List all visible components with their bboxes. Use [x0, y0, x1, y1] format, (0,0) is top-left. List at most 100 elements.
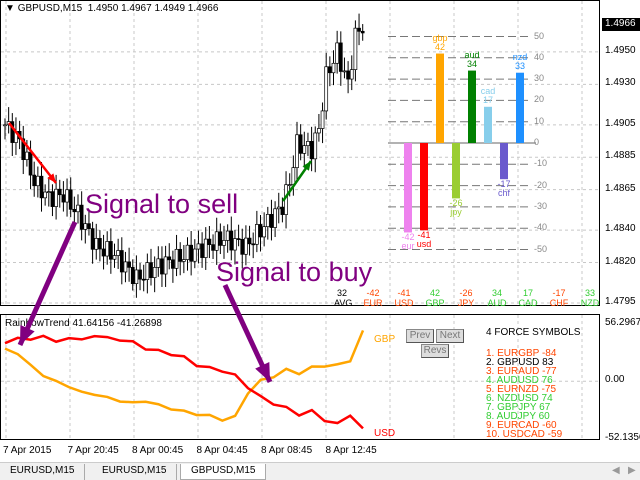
force-symbol-item[interactable]: 3. EURAUD -77 — [486, 366, 557, 377]
candle-body — [21, 138, 26, 160]
strength-axis-label: 40 — [534, 51, 545, 62]
strength-bar-label: nzd 33 — [512, 52, 528, 71]
summary-currency: EUR — [363, 298, 383, 308]
candle-body — [309, 141, 314, 160]
force-symbol-item[interactable]: 2. GBPUSD 83 — [486, 357, 554, 368]
summary-value: 42 — [429, 288, 440, 298]
price-chart[interactable]: ▼ GBPUSD,M15 1.4950 1.4967 1.4949 1.4966… — [0, 0, 601, 308]
candle-body — [229, 230, 234, 251]
candle-body — [295, 134, 299, 168]
candle-body — [255, 224, 259, 245]
indicator-pane[interactable]: RainbowTrend 41.64156 -41.26898 GBP USD … — [0, 314, 601, 441]
price-tick: 1.4930 — [605, 77, 636, 89]
force-symbol-item[interactable]: 10. USDCAD -59 — [486, 429, 563, 440]
chart-header: ▼ GBPUSD,M15 1.4950 1.4967 1.4949 1.4966 — [5, 3, 218, 14]
candle-body — [94, 238, 99, 250]
candle-body — [61, 194, 66, 203]
price-tick: 1.4905 — [605, 117, 636, 129]
prev-button[interactable]: Prev — [406, 329, 434, 343]
strength-bar-label: -41 usd — [416, 231, 432, 249]
bar-value: 42 — [434, 41, 445, 52]
force-symbol-item[interactable]: 4. AUDUSD 76 — [486, 375, 553, 386]
price-tick: 1.4885 — [605, 150, 636, 162]
force-symbol-item[interactable]: 1. EURGBP -84 — [486, 348, 557, 359]
summary-currency: JPY — [457, 298, 475, 308]
strength-bar-aud — [468, 70, 476, 143]
strength-axis-label: 30 — [534, 73, 545, 84]
candle-body — [68, 189, 73, 210]
force-symbol-item[interactable]: 6. NZDUSD 74 — [486, 393, 553, 404]
strength-axis-label: -30 — [534, 200, 548, 211]
gbp-strength-line — [4, 329, 365, 423]
candle-body — [83, 223, 88, 230]
candle-body — [72, 208, 77, 213]
candle-body — [262, 226, 266, 238]
force-symbol-item[interactable]: 9. EURCAD -60 — [486, 420, 557, 431]
candle-body — [25, 151, 29, 160]
force-title: 4 FORCE SYMBOLS — [486, 327, 581, 338]
next-button[interactable]: Next — [436, 329, 464, 343]
tab-eurusd-1[interactable]: EURUSD,M15 — [0, 464, 86, 480]
candle-body — [342, 70, 347, 73]
candle-body — [200, 243, 204, 258]
summary-currency: NZD — [580, 298, 600, 308]
strength-bar-usd — [420, 143, 428, 231]
strength-bar-label: gbp 42 — [432, 33, 448, 52]
candle-body — [349, 69, 354, 80]
candle-body — [189, 244, 193, 262]
sell-arrow-icon — [8, 122, 57, 184]
candle-body — [90, 228, 95, 250]
strength-bar-cad — [484, 106, 492, 143]
candle-body — [357, 27, 361, 32]
strength-axis-label: 20 — [534, 94, 545, 105]
bar-currency: usd — [416, 239, 432, 250]
gbp-line-label: GBP — [374, 334, 396, 345]
candle-body — [182, 259, 186, 262]
price-tick: 1.4795 — [605, 296, 636, 307]
candle-body — [203, 238, 208, 258]
scroll-left-icon[interactable]: ◀ — [612, 465, 620, 476]
candle-body — [360, 30, 365, 34]
time-label: 7 Apr 2015 — [3, 445, 52, 456]
avg-label: AVG. — [334, 298, 355, 308]
strength-bar-gbp — [436, 53, 444, 143]
candle-body — [171, 259, 175, 269]
candle-body — [28, 151, 33, 176]
ind-max-label: 56.29679 — [605, 317, 640, 328]
collapse-icon[interactable]: ▼ — [5, 3, 15, 14]
scroll-right-icon[interactable]: ▶ — [628, 465, 636, 476]
candle-body — [211, 244, 215, 251]
tab-gbpusd[interactable]: GBPUSD,M15 — [180, 464, 267, 480]
strength-axis-label: -20 — [534, 179, 548, 190]
candle-body — [244, 237, 248, 255]
candle-body — [324, 66, 329, 112]
candle-body — [160, 258, 164, 275]
summary-currency: CHF — [549, 298, 569, 308]
time-label: 8 Apr 12:45 — [325, 445, 377, 456]
candle-body — [265, 214, 270, 228]
time-label: 8 Apr 00:45 — [132, 445, 184, 456]
force-symbol-item[interactable]: 5. EURNZD -75 — [486, 384, 557, 395]
summary-value: 33 — [584, 288, 595, 298]
force-symbol-item[interactable]: 7. GBPJPY 67 — [486, 402, 551, 413]
candle-body — [273, 208, 277, 228]
chart-tabs: EURUSD,M15 EURUSD,M15 GBPUSD,M15 ◀ ▶ — [0, 462, 640, 480]
candle-body — [149, 262, 153, 278]
force-symbol-item[interactable]: 8. AUDJPY 60 — [486, 411, 550, 422]
candle-body — [185, 244, 190, 260]
candle-body — [43, 191, 48, 199]
tab-eurusd-2[interactable]: EURUSD,M15 — [92, 464, 178, 480]
bar-value: -41 — [417, 230, 431, 241]
candle-body — [338, 42, 343, 72]
candle-body — [178, 248, 183, 262]
summary-value: 34 — [491, 288, 502, 298]
candle-body — [214, 231, 219, 251]
strength-axis-label: 0 — [534, 137, 540, 147]
strength-bar-eur — [404, 143, 412, 233]
candle-body — [331, 62, 336, 74]
revs-button[interactable]: Revs — [421, 344, 449, 358]
candle-body — [10, 121, 15, 143]
candle-body — [87, 223, 91, 229]
bar-currency: aud — [464, 49, 480, 60]
strength-bar-label: aud 34 — [464, 49, 480, 69]
